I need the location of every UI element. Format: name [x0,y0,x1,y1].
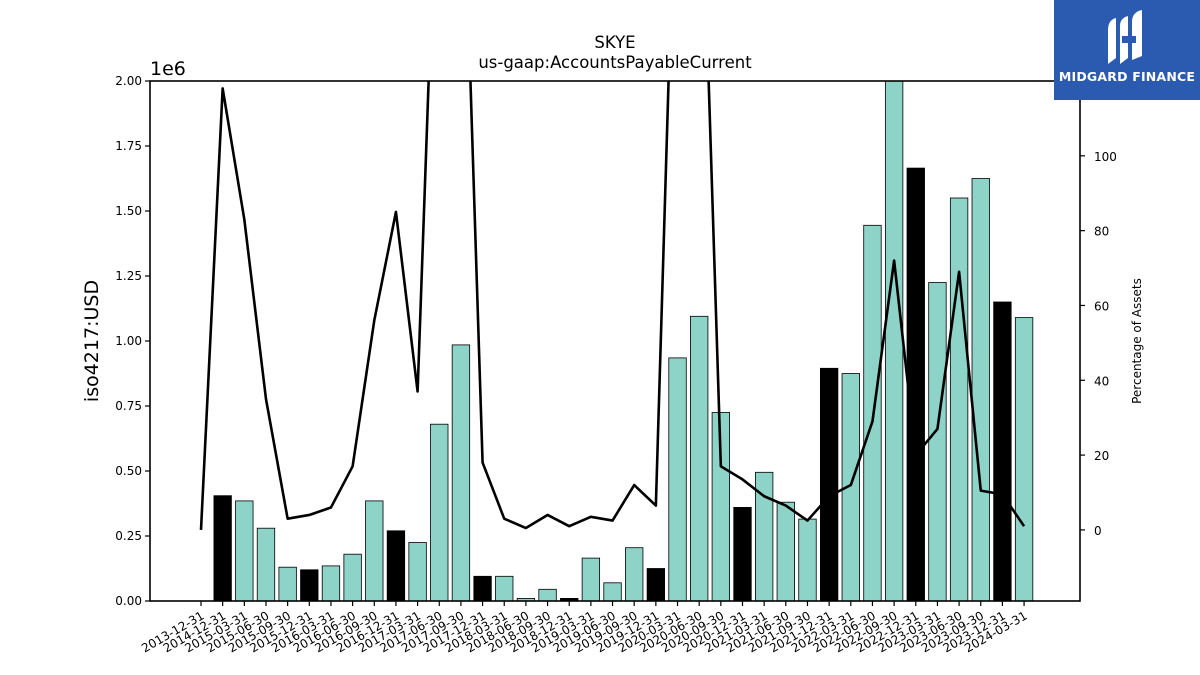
bar-2021-09-30 [798,518,817,601]
bar-2015-06-30 [256,527,276,601]
bar-2024-03-31 [1014,317,1034,601]
y2-tick-label: 80 [1094,225,1109,239]
bar-2020-12-31 [733,506,752,601]
bar-2016-09-30 [365,500,384,601]
bar-2023-06-30 [949,197,969,601]
logo: MIDGARD FINANCE [1054,0,1200,100]
logo-icon [1108,10,1142,64]
bar-2014-12-31 [213,495,232,601]
y-tick-label: 1.00 [115,334,142,348]
bar-2018-09-30 [538,588,557,601]
bar-2017-06-30 [430,423,449,601]
line-layer [199,81,1026,530]
bar-2016-06-30 [343,553,362,601]
chart-subtitle: us-gaap:AccountsPayableCurrent [478,53,752,72]
bar-2022-12-31 [906,167,925,601]
bar-2019-03-31 [581,557,601,601]
bar-2015-03-31 [235,500,254,601]
logo-text: MIDGARD FINANCE [1058,69,1196,84]
y-axis-label: iso4217:USD [81,280,103,402]
bar-2017-09-30 [451,344,471,601]
bar-2016-03-31 [321,565,341,601]
axes: 0.00 0.25 0.50 0.75 1.00 1.25 1.50 1.75 2.00 0 20 4… [115,74,1117,655]
y-tick-label: 1.75 [115,139,142,153]
bar-2017-12-31 [473,575,492,601]
bar-2015-12-31 [300,569,319,601]
bar-2015-09-30 [278,566,297,601]
y-tick-label: 0.50 [115,464,142,478]
bar-2022-03-31 [841,373,860,601]
y-offset-label: 1e6 [150,58,186,80]
bar-2023-09-30 [971,178,990,601]
bar-2019-12-31 [646,568,666,601]
bar-2023-12-31 [993,301,1012,601]
bar-2019-06-30 [603,582,622,601]
y2-tick-label: 60 [1094,299,1109,313]
y-tick-label: 2.00 [115,74,142,88]
bar-2021-06-30 [776,501,795,601]
y-tick-label: 0.00 [115,594,142,608]
bar-2020-03-31 [668,357,687,601]
y-tick-label: 1.25 [115,269,142,283]
chart-title: SKYE [594,33,635,52]
bar-2020-09-30 [711,412,730,601]
y-tick-label: 0.25 [115,529,142,543]
bar-2017-03-31 [408,542,427,601]
bar-2022-09-30 [884,81,904,601]
bar-2018-06-30 [516,598,536,601]
bar-2016-12-31 [386,530,406,601]
y2-tick-label: 100 [1094,150,1117,164]
y2-axis-label: Percentage of Assets [1130,278,1144,404]
bar-2018-03-31 [495,575,514,601]
percentage-line [199,81,1026,530]
bars [213,81,1034,601]
bar-2018-12-31 [560,598,579,601]
bar-2019-09-30 [625,547,644,601]
y2-tick-label: 0 [1094,524,1102,538]
y-tick-label: 1.50 [115,204,142,218]
bar-2020-06-30 [690,315,709,601]
y2-tick-label: 20 [1094,449,1109,463]
bar-2021-12-31 [819,367,839,601]
bar-2023-03-31 [928,282,947,601]
y2-tick-label: 40 [1094,374,1109,388]
y-tick-label: 0.75 [115,399,142,413]
